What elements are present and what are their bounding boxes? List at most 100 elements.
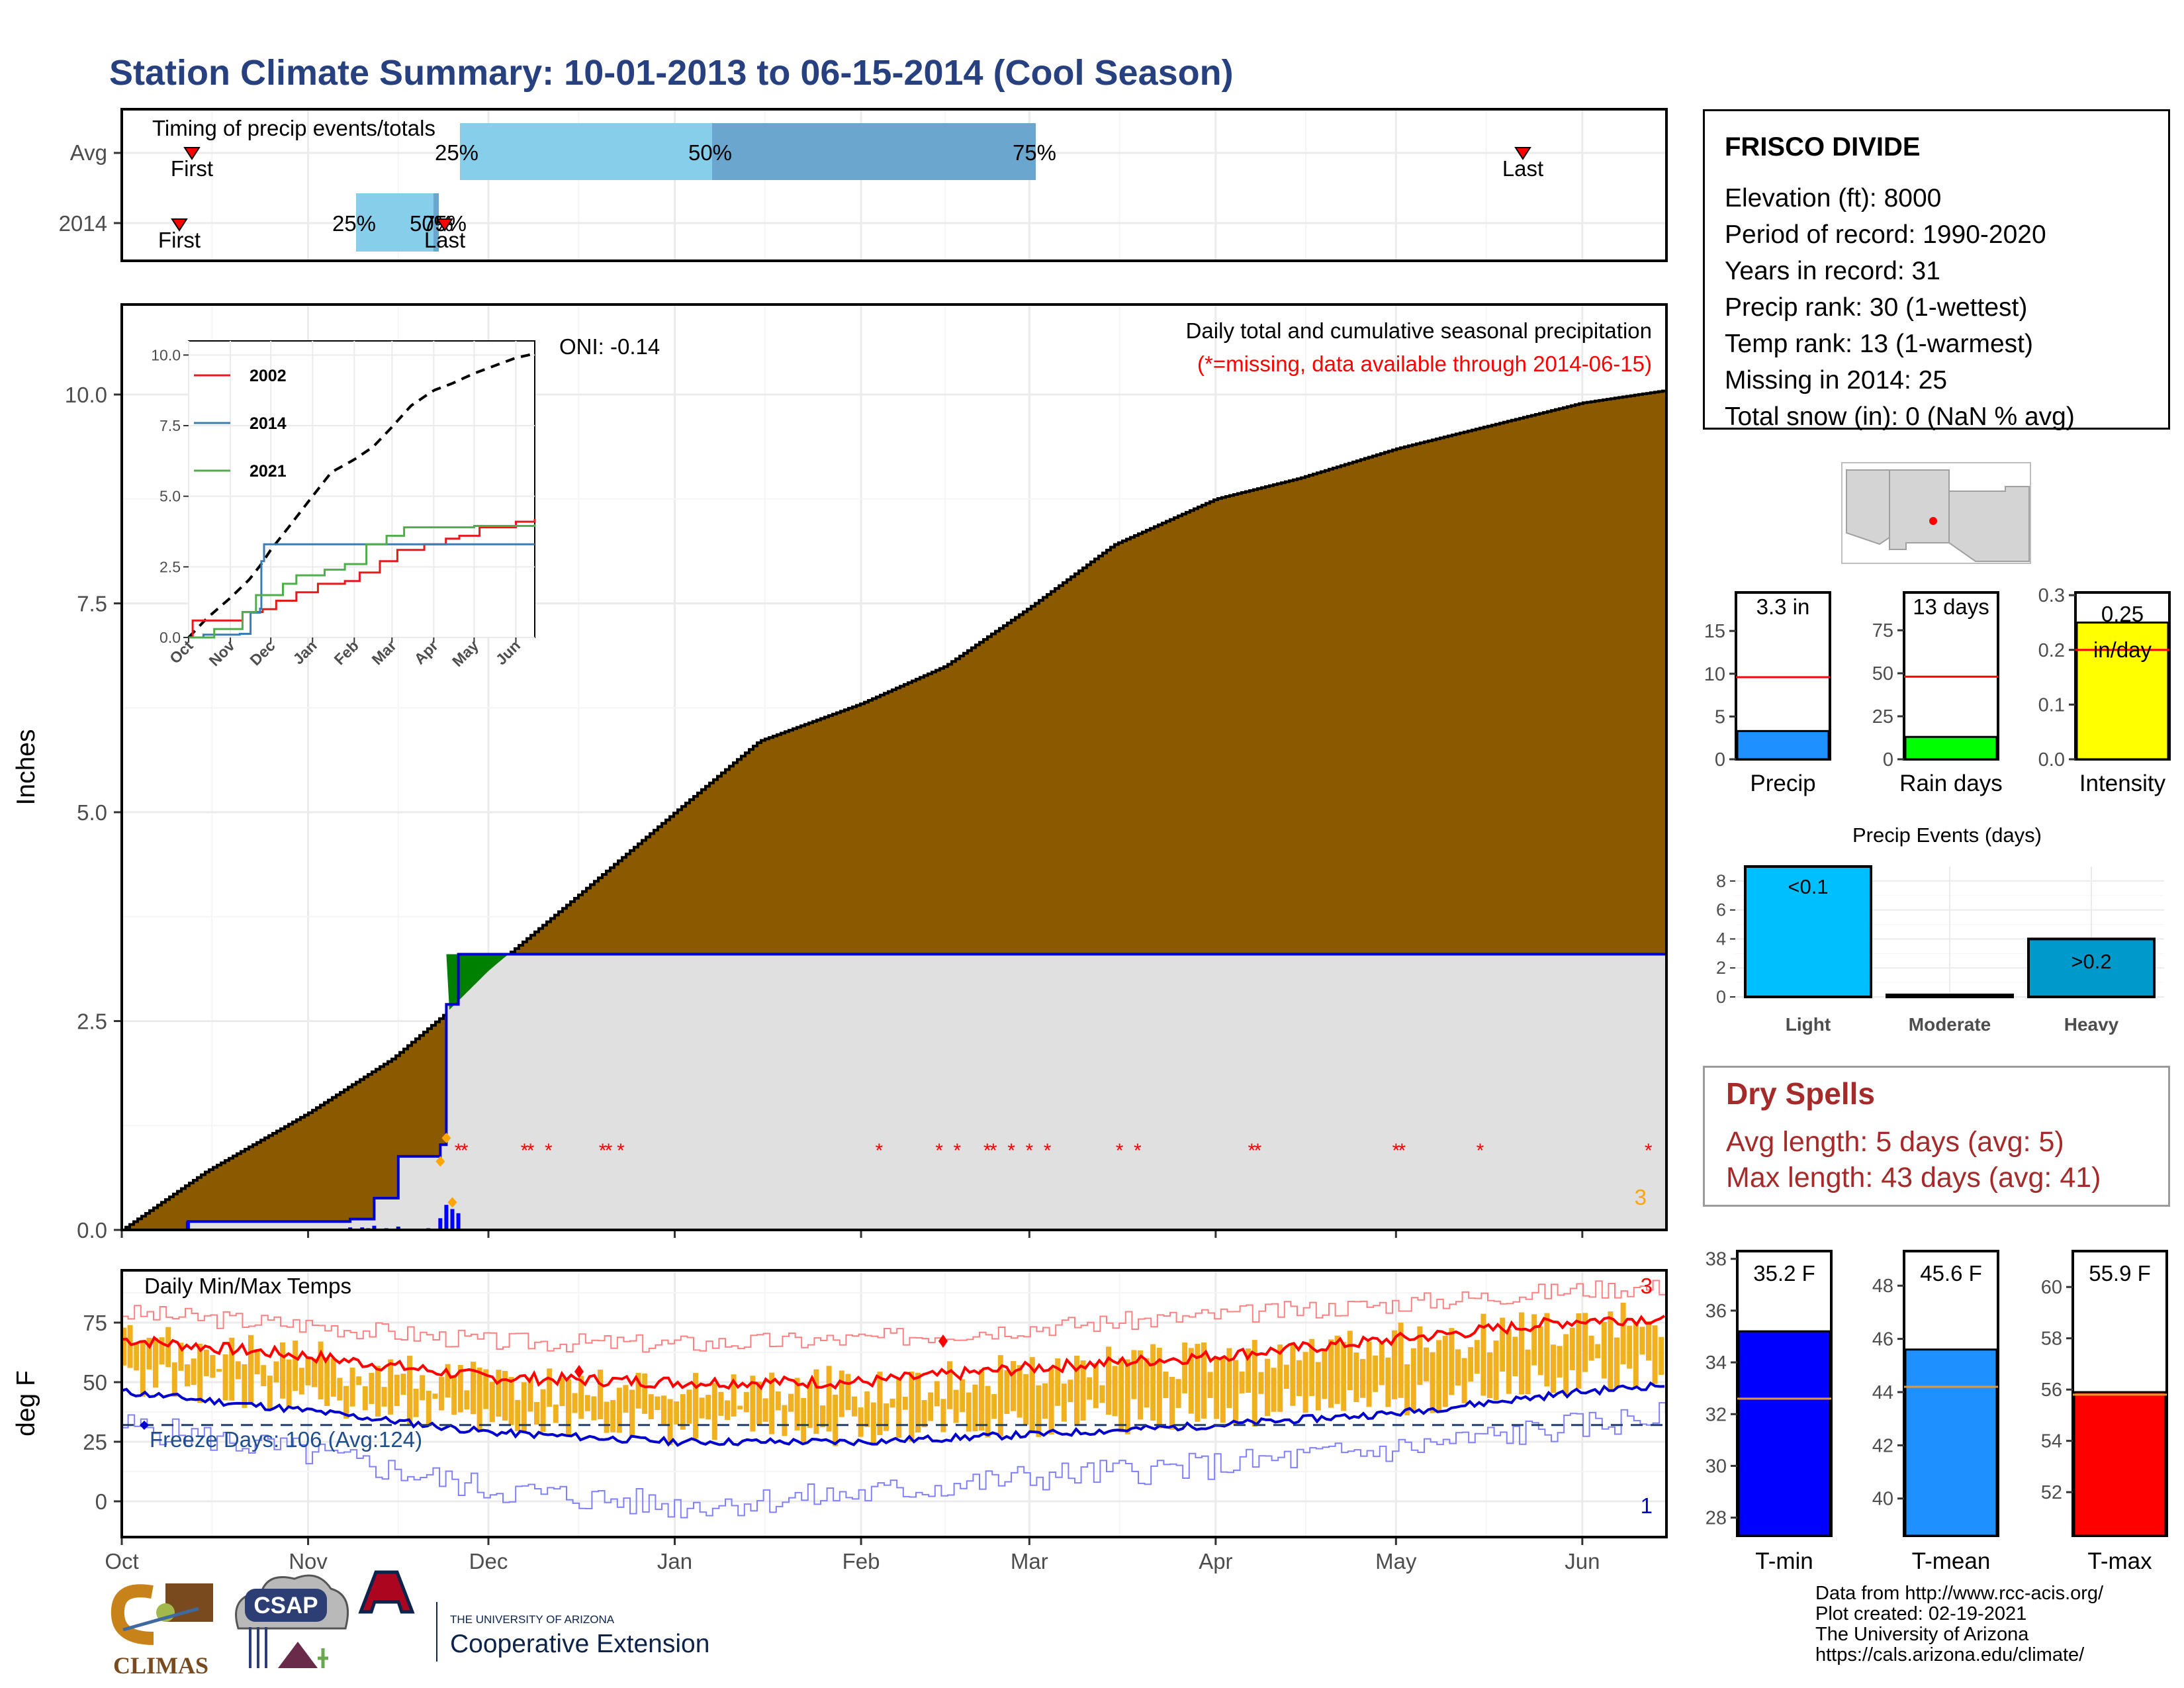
temp-summary-label: T-max xyxy=(2087,1548,2152,1574)
daily-temp-bar xyxy=(426,1390,432,1425)
daily-temp-bar xyxy=(203,1349,209,1376)
daily-temp-bar xyxy=(915,1372,921,1433)
daily-temp-bar xyxy=(1347,1331,1353,1391)
station-snow: Total snow (in): 0 (NaN % avg) xyxy=(1725,402,2075,431)
footer-created: Plot created: 02-19-2021 xyxy=(1815,1603,2027,1624)
daily-temp-bar xyxy=(1659,1336,1664,1376)
daily-temp-bar xyxy=(705,1395,711,1420)
daily-temp-bar xyxy=(1646,1321,1651,1361)
summary-bar-label: Intensity xyxy=(2079,771,2166,796)
daily-temp-bar xyxy=(686,1389,692,1424)
inset-ytick: 10.0 xyxy=(151,346,181,363)
daily-temp-bar xyxy=(807,1382,813,1428)
daily-temp-bar xyxy=(477,1367,482,1432)
daily-temp-bar xyxy=(1074,1356,1079,1427)
precip-ytick: 7.5 xyxy=(77,592,107,616)
daily-temp-bar xyxy=(1468,1347,1474,1382)
daily-temp-bar xyxy=(1138,1350,1143,1420)
daily-temp-bar xyxy=(330,1358,336,1397)
missing-star: * xyxy=(455,1140,463,1162)
month-xtick: Jun xyxy=(1565,1549,1600,1573)
daily-temp-bar xyxy=(242,1364,248,1408)
ua-small-text: THE UNIVERSITY OF ARIZONA xyxy=(450,1613,615,1626)
daily-temp-bar xyxy=(312,1358,317,1387)
temp-ytick: 50 xyxy=(83,1370,107,1395)
daily-temp-bar xyxy=(635,1372,641,1409)
daily-temp-bar xyxy=(318,1341,324,1399)
precip-events-chart: Precip Events (days) <0.1 Light Moderate >0… xyxy=(1716,823,2164,1035)
daily-temp-bar xyxy=(1341,1342,1347,1411)
daily-temp-bar xyxy=(127,1325,133,1368)
record-high-marker xyxy=(938,1335,948,1348)
daily-temp-bar xyxy=(1251,1340,1257,1427)
daily-temp-bar xyxy=(674,1401,680,1425)
daily-temp-bar xyxy=(1131,1350,1137,1399)
temp-summary-ytick: 42 xyxy=(1872,1435,1893,1456)
daily-temp-bar xyxy=(178,1342,184,1371)
daily-temp-bar xyxy=(1424,1347,1429,1382)
daily-temp-bar xyxy=(159,1337,165,1365)
y2014-p25-label: 25% xyxy=(332,211,376,236)
daily-temp-bar xyxy=(293,1340,298,1391)
daily-temp-bar xyxy=(604,1401,610,1433)
missing-star: * xyxy=(935,1140,943,1162)
summary-ytick: 0.0 xyxy=(2038,749,2065,771)
daily-temp-bar xyxy=(273,1361,279,1383)
station-missing: Missing in 2014: 25 xyxy=(1725,366,1948,395)
event-bar-label: >0.2 xyxy=(2071,950,2111,973)
daily-temp-bar xyxy=(1620,1302,1626,1364)
record-high-marker-2 xyxy=(574,1365,584,1378)
daily-temp-bar xyxy=(972,1384,978,1432)
daily-temp-bar xyxy=(1036,1385,1042,1437)
daily-temp-bar xyxy=(711,1383,717,1440)
temp-max-count: 3 xyxy=(1641,1274,1653,1298)
summary-value-unit: in/day xyxy=(2093,637,2152,662)
missing-star: * xyxy=(1134,1140,1142,1162)
daily-temp-bar xyxy=(762,1398,768,1422)
daily-temp-bar xyxy=(737,1405,743,1410)
missing-star: * xyxy=(605,1140,613,1162)
daily-temp-bar xyxy=(896,1379,902,1438)
event-ytick: 4 xyxy=(1716,929,1726,949)
daily-temp-bars xyxy=(121,1302,1664,1446)
daily-temp-bar xyxy=(839,1370,844,1417)
daily-precip-bar xyxy=(396,1226,400,1230)
daily-temp-bar xyxy=(286,1359,292,1408)
y2014-last-label: Last xyxy=(424,228,465,252)
daily-temp-bar xyxy=(445,1364,451,1398)
daily-temp-bar xyxy=(1449,1328,1455,1395)
daily-temp-bar xyxy=(1461,1358,1467,1403)
daily-temp-bar xyxy=(1385,1357,1391,1407)
inset-legend-label: 2021 xyxy=(250,462,287,481)
daily-temp-bar xyxy=(1080,1360,1086,1421)
daily-temp-bar xyxy=(833,1394,839,1446)
daily-temp-bar xyxy=(591,1396,597,1421)
daily-temp-bar xyxy=(496,1370,502,1417)
summary-ytick: 50 xyxy=(1872,663,1893,684)
avg-p25-label: 25% xyxy=(435,140,478,165)
daily-temp-bar xyxy=(515,1399,521,1431)
daily-temp-bar xyxy=(1099,1385,1105,1403)
daily-temp-bar xyxy=(909,1371,915,1442)
precip-corner-count: 3 xyxy=(1635,1185,1647,1209)
daily-temp-bar xyxy=(451,1375,457,1415)
missing-star: * xyxy=(989,1140,997,1162)
daily-temp-bar xyxy=(1144,1358,1150,1408)
event-bar-light xyxy=(1744,865,1872,998)
temp-summary-ytick: 54 xyxy=(2041,1431,2062,1452)
daily-temp-bar xyxy=(343,1385,349,1419)
station-info-box: FRISCO DIVIDE Elevation (ft): 8000 Perio… xyxy=(1703,109,2170,431)
timing-2014-bar xyxy=(356,193,437,252)
daily-temp-bar xyxy=(1004,1370,1010,1414)
daily-temp-bar xyxy=(1258,1372,1264,1394)
timing-avg-bar-25-50 xyxy=(460,123,712,180)
temp-ytick: 0 xyxy=(95,1489,107,1514)
summary-bar-1 xyxy=(1904,735,1998,761)
summary-ytick: 0.1 xyxy=(2038,694,2065,716)
missing-star: * xyxy=(983,1140,991,1162)
daily-temp-bar xyxy=(1379,1342,1385,1385)
daily-temp-bar xyxy=(864,1391,870,1427)
daily-temp-bar xyxy=(547,1368,553,1407)
daily-temp-bar xyxy=(610,1399,616,1432)
